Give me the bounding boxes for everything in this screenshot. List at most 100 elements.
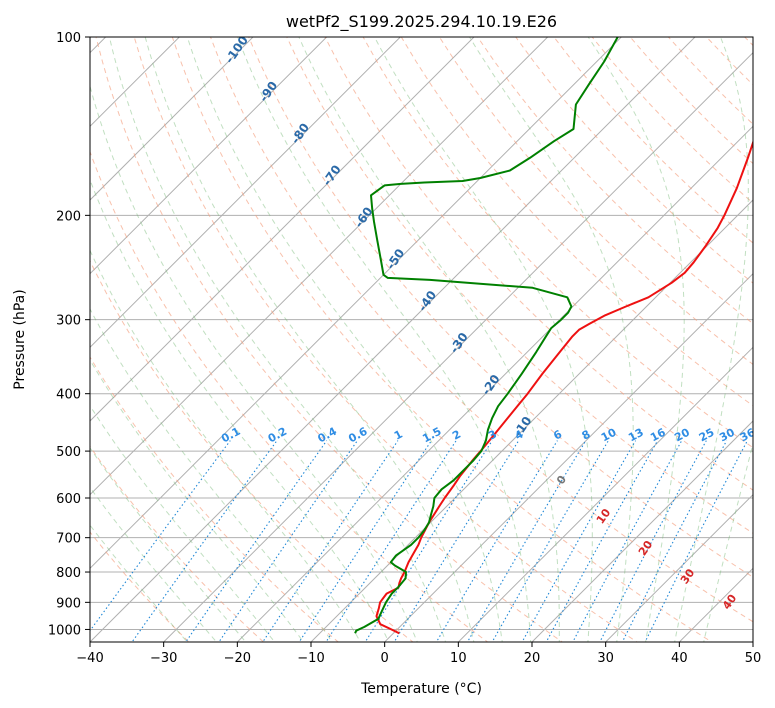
y-tick-label: 1000 <box>48 623 81 638</box>
mixing-ratio-label: 0.6 <box>346 425 370 446</box>
plot-area: -100-90-80-70-60-50-40-30-20-100.1 0.2 0.4… <box>90 37 758 642</box>
dry-adiabat-line <box>286 37 753 534</box>
x-tick-label: 30 <box>597 651 614 666</box>
isotherm-line <box>383 272 753 642</box>
mixing-ratio-label: 10 <box>599 426 619 445</box>
mixing-ratio-label: 13 <box>626 426 646 445</box>
chart-title: wetPf2_S199.2025.294.10.19.E26 <box>286 12 557 32</box>
dry-adiabat-label: -30 <box>447 330 471 356</box>
mixing-ratio-label: 6 <box>551 427 564 442</box>
moist-adiabat-line <box>674 37 749 642</box>
mixing-ratio-line <box>325 440 457 642</box>
moist-adiabat-line <box>90 249 362 642</box>
mixing-ratio-label: 0.2 <box>266 425 289 446</box>
dry-adiabat-line <box>438 37 753 366</box>
moist-adiabat-line <box>90 486 218 642</box>
mixing-ratio-line <box>435 440 558 642</box>
mixing-ratio-label: 25 <box>697 426 717 445</box>
dry-adiabat-line <box>90 259 414 642</box>
isotherm-line <box>457 346 753 642</box>
isotherm-line <box>90 37 696 642</box>
moist-adiabat-line <box>108 37 447 642</box>
dry-adiabat-line <box>209 37 753 623</box>
x-tick-label: −40 <box>76 651 103 666</box>
x-tick-label: −30 <box>150 651 177 666</box>
dry-adiabats <box>90 37 753 642</box>
isotherm-line <box>90 37 623 570</box>
dry-adiabat-label: -80 <box>288 121 312 147</box>
dry-adiabat-line <box>515 37 753 284</box>
mixing-ratio-line <box>621 440 728 642</box>
dry-adiabat-line <box>171 37 713 642</box>
moist-adiabat-label: 40 <box>720 592 740 612</box>
x-tick-label: 0 <box>381 651 389 666</box>
moist-adiabat-line <box>298 37 560 642</box>
x-tick-label: 10 <box>450 651 467 666</box>
moist-adiabat-line <box>90 447 247 642</box>
mixing-ratio-line <box>572 440 683 642</box>
dry-adiabat-line <box>90 150 489 642</box>
dry-adiabat-label: -90 <box>256 79 280 105</box>
dry-adiabat-line <box>90 356 339 642</box>
mixing-ratio-label: 1 <box>392 428 405 443</box>
y-tick-label: 600 <box>56 492 81 507</box>
line-labels: -100-90-80-70-60-50-40-30-20-100.1 0.2 0.4… <box>219 37 758 612</box>
mixing-ratio-lines <box>90 440 748 642</box>
mixing-ratio-line <box>298 440 432 642</box>
isotherm-line <box>531 420 753 642</box>
isotherms <box>90 37 753 642</box>
mixing-ratio-line <box>262 440 399 642</box>
moist-adiabat-label: 20 <box>636 538 656 558</box>
mixing-ratio-label: 30 <box>717 426 737 445</box>
mixing-ratio-line <box>599 440 707 642</box>
moist-adiabat-line <box>587 37 685 642</box>
dry-adiabat-line <box>90 445 265 642</box>
dry-adiabat-line <box>133 37 638 642</box>
mixing-ratio-line <box>364 440 493 642</box>
moist-adiabat-line <box>90 404 276 642</box>
mixing-ratio-line <box>131 440 278 642</box>
mixing-ratio-label: 2 <box>450 428 463 443</box>
dry-adiabat-line <box>248 37 753 578</box>
profile-lines <box>354 37 753 635</box>
mixing-ratio-label: 16 <box>648 426 668 445</box>
isotherm-line <box>90 37 549 496</box>
dry-adiabat-line <box>95 37 564 642</box>
mixing-ratio-label: 36 <box>738 426 758 445</box>
y-axis-label: Pressure (hPa) <box>12 289 28 389</box>
x-tick-label: −10 <box>297 651 324 666</box>
dry-adiabat-line <box>629 37 753 165</box>
y-axis-ticks: 1000 900 800 700 600 500 400 300 200 100 <box>48 31 90 638</box>
plot-frame <box>89 36 754 643</box>
y-tick-label: 700 <box>56 532 81 547</box>
moist-adiabat-line <box>90 178 390 642</box>
x-axis-label: Temperature (°C) <box>360 681 482 697</box>
dry-adiabat-line <box>744 37 753 47</box>
moist-adiabat-label: 30 <box>678 566 698 586</box>
y-tick-label: 400 <box>56 388 81 403</box>
dry-adiabat-line <box>477 37 753 325</box>
moist-adiabat-line <box>90 358 305 642</box>
dewpoint-profile-line <box>354 37 619 634</box>
mixing-ratio-line <box>491 440 609 642</box>
mixing-ratio-label: 8 <box>580 428 593 443</box>
mixing-ratio-line <box>545 440 659 642</box>
mixing-ratio-label: 20 <box>672 426 692 445</box>
isotherm-line <box>310 199 753 642</box>
isotherm-line <box>236 125 753 642</box>
isotherm-line <box>604 493 753 642</box>
moist-adiabat-label: 0 <box>554 473 569 487</box>
y-tick-label: 100 <box>56 31 81 46</box>
y-tick-label: 900 <box>56 596 81 611</box>
dry-adiabat-line <box>362 37 753 449</box>
isobars <box>90 37 753 630</box>
isotherm-line <box>90 37 254 201</box>
x-tick-label: 50 <box>745 651 762 666</box>
dry-adiabat-label: -50 <box>384 246 408 272</box>
x-tick-label: 40 <box>671 651 688 666</box>
isotherm-line <box>90 37 328 275</box>
isotherm-line <box>90 37 475 422</box>
dry-adiabat-label: -70 <box>320 163 344 189</box>
y-tick-label: 800 <box>56 566 81 581</box>
